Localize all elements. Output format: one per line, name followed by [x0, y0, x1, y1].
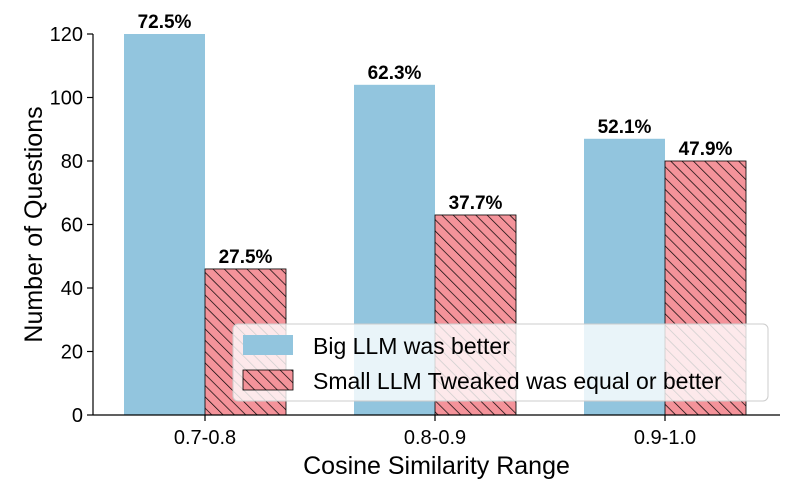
x-tick-label-0.9-1.0: 0.9-1.0: [634, 427, 696, 449]
y-tick-label-100: 100: [50, 88, 83, 110]
x-tick-label-0.7-0.8: 0.7-0.8: [174, 427, 236, 449]
y-tick-label-0: 0: [72, 405, 83, 427]
data-label-big-llm-0.9-1.0: 52.1%: [598, 117, 652, 138]
y-tick-label-120: 120: [50, 24, 83, 46]
data-label-small-llm-0.8-0.9: 37.7%: [449, 193, 503, 214]
data-label-small-llm-0.7-0.8: 27.5%: [219, 247, 273, 268]
y-tick-label-80: 80: [61, 151, 83, 173]
legend-label-small-llm: Small LLM Tweaked was equal or better: [313, 368, 722, 394]
y-tick-label-40: 40: [61, 278, 83, 300]
y-tick-label-20: 20: [61, 342, 83, 364]
x-axis-title: Cosine Similarity Range: [303, 452, 570, 480]
y-tick-label-60: 60: [61, 215, 83, 237]
legend-box: [232, 323, 769, 402]
x-tick-label-0.8-0.9: 0.8-0.9: [404, 427, 466, 449]
data-label-small-llm-0.9-1.0: 47.9%: [679, 139, 733, 160]
bar-big-llm-0.7-0.8: [124, 34, 205, 415]
y-axis-title: Number of Questions: [20, 106, 48, 342]
legend-swatch-small-llm: [242, 369, 294, 391]
data-label-big-llm-0.8-0.9: 62.3%: [368, 63, 422, 84]
legend-label-big-llm: Big LLM was better: [313, 333, 510, 359]
legend-swatch-big-llm: [243, 335, 293, 355]
data-label-big-llm-0.7-0.8: 72.5%: [138, 12, 192, 33]
